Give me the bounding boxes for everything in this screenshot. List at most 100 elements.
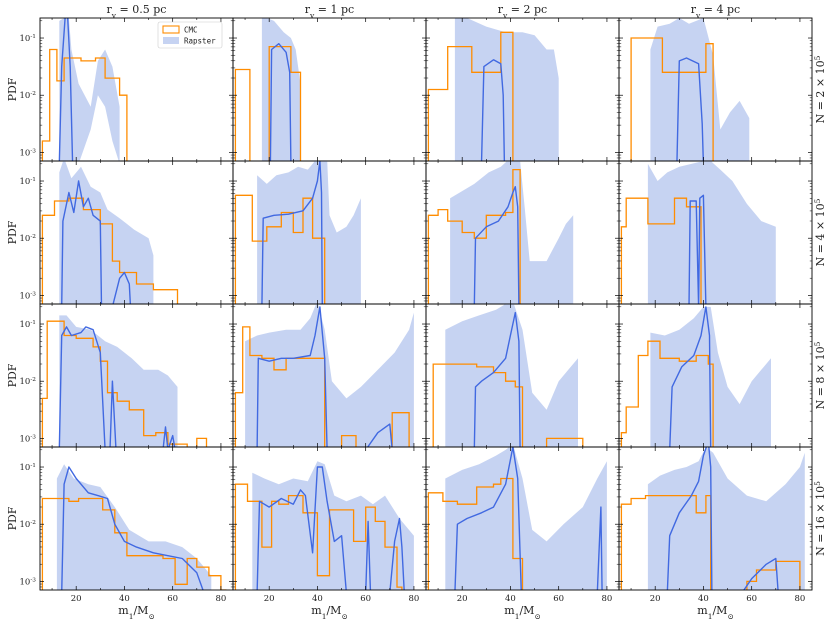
rapster-line	[473, 186, 520, 304]
x-tick-label: 20	[71, 594, 82, 604]
cmc-histogram	[620, 494, 801, 590]
row-title: N = 4 × 105	[813, 198, 828, 266]
panel-r2-c4: N = 4 × 105	[618, 160, 828, 305]
rapster-line	[666, 447, 779, 590]
y-tick-label: 10-1	[20, 34, 36, 44]
legend-cmc-swatch	[162, 25, 180, 34]
cmc-histogram	[41, 497, 227, 590]
x-tick-label: 80	[409, 594, 420, 604]
rapster-band	[59, 161, 154, 304]
x-tick-label: 20	[650, 594, 661, 604]
rapster-line	[261, 161, 323, 304]
x-tick-label: 60	[553, 594, 564, 604]
x-tick-label: 40	[312, 594, 323, 604]
x-tick-label: 60	[746, 594, 757, 604]
rapster-line	[58, 326, 176, 447]
panel-r1-c3: rv = 2 pc	[425, 3, 620, 162]
cmc-histogram	[630, 37, 714, 161]
y-tick-label: 10-3	[20, 291, 37, 301]
panel-r1-c4: rv = 4 pc N = 2 × 105	[618, 3, 828, 162]
rapster-line	[256, 466, 405, 590]
y-tick-label: 10-2	[20, 91, 37, 101]
cmc-histogram	[234, 326, 410, 447]
rapster-band	[245, 304, 414, 447]
cmc-histogram	[620, 197, 702, 304]
rapster-band	[261, 18, 301, 161]
row-title: N = 16 × 105	[813, 481, 828, 556]
cmc-histogram	[41, 320, 208, 447]
y-tick-label: 10-2	[20, 377, 37, 387]
x-axis-label: m1/M⊙	[697, 604, 734, 621]
x-axis-label: m1/M⊙	[311, 604, 348, 621]
x-tick-label: 20	[457, 594, 468, 604]
x-tick-label: 60	[167, 594, 178, 604]
cmc-histogram	[234, 194, 326, 304]
rapster-band	[650, 306, 771, 447]
y-tick-label: 10-3	[20, 148, 37, 158]
rapster-line	[669, 306, 712, 447]
cmc-histogram	[432, 363, 584, 447]
panel-r3-c3	[425, 303, 620, 448]
cmc-histogram	[427, 31, 514, 161]
x-tick-label: 40	[698, 594, 709, 604]
y-tick-label: 10-1	[20, 320, 36, 330]
panel-r1-c2: rv = 1 pc	[232, 3, 427, 162]
column-title: rv = 4 pc	[691, 3, 740, 20]
rapster-band	[257, 161, 361, 304]
legend-rapster-swatch	[163, 37, 179, 44]
rapster-band	[647, 161, 776, 304]
rapster-band	[445, 447, 607, 590]
x-tick-label: 80	[216, 594, 227, 604]
rapster-line	[58, 18, 74, 161]
x-tick-label: 80	[602, 594, 613, 604]
rapster-band	[59, 18, 120, 161]
column-title: rv = 2 pc	[498, 3, 547, 20]
rapster-line	[473, 311, 521, 447]
y-tick-label: 10-3	[20, 434, 37, 444]
y-axis-label: PDF	[6, 506, 19, 530]
rapster-band	[59, 315, 178, 447]
panel-r4-c4: 20 40 60 80 N = 16 × 105 m1/M⊙	[618, 446, 828, 621]
rapster-band	[450, 161, 574, 304]
cmc-histogram	[234, 483, 403, 590]
rapster-line	[256, 306, 393, 447]
rapster-line	[454, 447, 603, 590]
rapster-line	[688, 194, 707, 304]
column-title: rv = 1 pc	[305, 3, 354, 20]
rapster-line	[61, 466, 204, 590]
panel-r4-c1: 20 40 60 80 10-3 10-2 10-1 PDF m1/M⊙	[6, 446, 234, 621]
panel-r1-c1: 10-3 10-2 10-1 rv = 0.5 pc PDF CMC Rapster	[6, 3, 234, 162]
y-axis-label: PDF	[6, 220, 19, 244]
y-tick-label: 10-1	[20, 463, 36, 473]
rapster-band	[445, 304, 578, 447]
y-axis-label: PDF	[6, 363, 19, 387]
panel-r4-c2: 20 40 60 80 m1/M⊙	[232, 446, 427, 621]
y-tick-label: 10-3	[20, 577, 37, 587]
cmc-histogram	[620, 340, 714, 447]
row-title: N = 2 × 105	[813, 55, 828, 123]
rapster-line	[480, 59, 506, 161]
row-title: N = 8 × 105	[813, 341, 828, 409]
y-tick-label: 10-2	[20, 520, 37, 530]
panel-r4-c3: 20 40 60 80 m1/M⊙	[425, 446, 620, 621]
y-axis-label: PDF	[6, 77, 19, 101]
column-title: rv = 0.5 pc	[107, 3, 167, 20]
rapster-line	[269, 43, 292, 161]
x-tick-label: 40	[505, 594, 516, 604]
panel-r2-c3	[425, 160, 620, 305]
x-axis-label: m1/M⊙	[504, 604, 541, 621]
cmc-histogram	[41, 48, 128, 161]
cmc-histogram	[427, 477, 524, 590]
cmc-histogram	[234, 45, 302, 161]
rapster-band	[647, 447, 805, 590]
rapster-line	[676, 57, 705, 161]
x-tick-label: 80	[795, 594, 806, 604]
x-tick-label: 20	[264, 594, 275, 604]
legend-cmc-label: CMC	[184, 26, 198, 35]
y-tick-label: 10-1	[20, 177, 36, 187]
x-tick-label: 60	[360, 594, 371, 604]
panel-frame	[618, 446, 813, 591]
legend-rapster-label: Rapster	[184, 37, 216, 46]
panel-r3-c4: N = 8 × 105	[618, 303, 828, 448]
